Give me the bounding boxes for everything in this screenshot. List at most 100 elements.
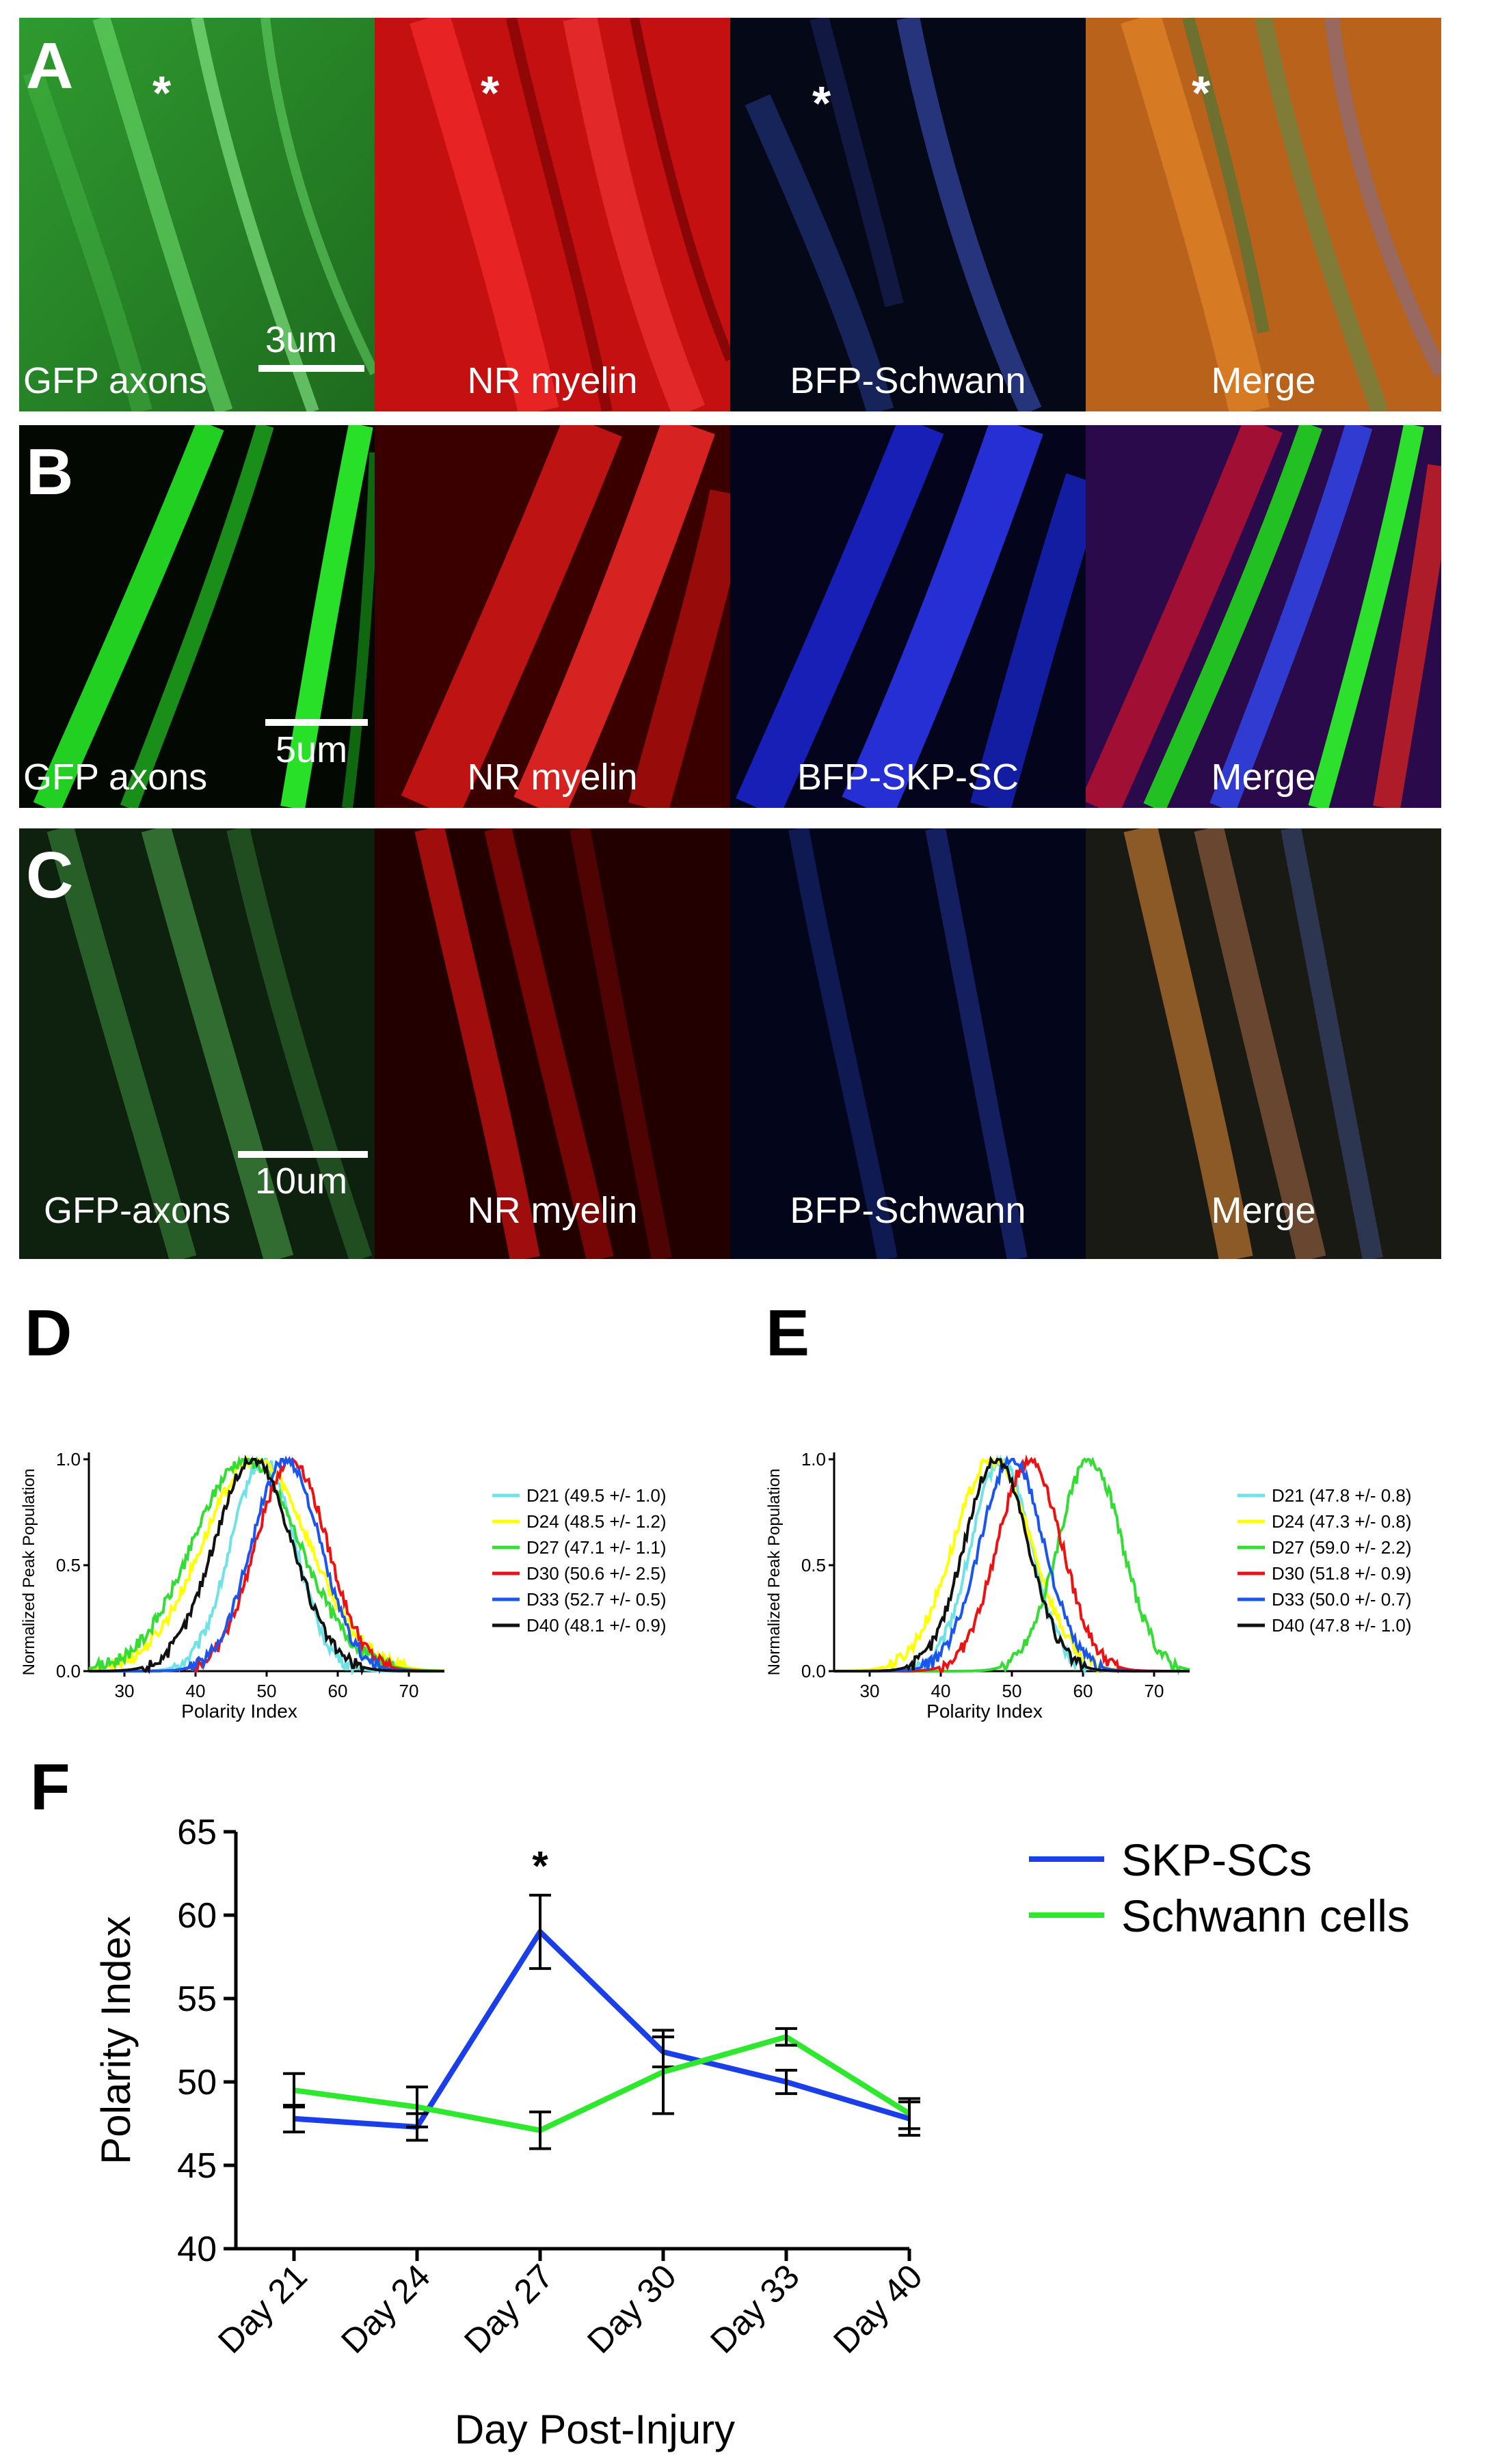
series-line — [834, 1454, 1190, 1674]
x-tick-label: 40 — [186, 1681, 206, 1701]
y-axis-label: Normalized Peak Population — [765, 1469, 784, 1676]
x-tick-label: 40 — [931, 1681, 951, 1701]
tile-label: GFP axons — [23, 360, 208, 401]
y-tick-label: 1.0 — [56, 1449, 81, 1470]
x-tick-label: Day 33 — [703, 2257, 807, 2361]
series-line — [834, 1455, 1190, 1673]
scale-bar — [258, 365, 364, 372]
panel-letter-d: D — [25, 1297, 72, 1370]
scale-label: 3um — [265, 319, 338, 360]
series-line — [293, 1929, 911, 2130]
x-tick-label: Day 30 — [580, 2257, 684, 2361]
x-tick-label: 50 — [1002, 1681, 1022, 1701]
tile-label: Merge — [1211, 757, 1316, 798]
legend-label: SKP-SCs — [1121, 1835, 1312, 1885]
x-axis-label: Polarity Index — [181, 1701, 297, 1722]
panel-letter-b: B — [26, 435, 74, 509]
x-tick-label: 70 — [1145, 1681, 1164, 1701]
tile-c-gfp: 10um GFP-axons C — [19, 828, 375, 1259]
legend-label: D21 (49.5 +/- 1.0) — [526, 1485, 667, 1506]
y-tick-label: 40 — [177, 2230, 217, 2269]
tile-b-gfp: 5um GFP axons B — [19, 425, 375, 808]
y-tick-label: 60 — [177, 1896, 217, 1936]
histogram-chart-e: 30 40 50 60 70 0.0 0.5 1.0 Polarity Index Normali… — [759, 1408, 1484, 1736]
x-tick-label: Day 27 — [457, 2257, 561, 2361]
asterisk-marker: * — [812, 77, 831, 130]
histogram-chart-d: 30 40 50 60 70 0.0 0.5 1.0 Polarity Index Normali… — [14, 1408, 738, 1736]
y-tick-label: 0.0 — [801, 1661, 826, 1681]
y-axis-label: Normalized Peak Population — [20, 1469, 38, 1676]
x-tick-label: Day 40 — [826, 2257, 930, 2361]
x-tick-label: 30 — [115, 1681, 135, 1701]
asterisk-marker: * — [152, 66, 172, 120]
panel-letter-a: A — [26, 29, 74, 103]
x-tick-label: 50 — [257, 1681, 277, 1701]
series-line — [293, 2034, 911, 2133]
tile-label: GFP axons — [23, 757, 208, 798]
row-c: 10um GFP-axons C NR myelin BFP-Schwann M… — [19, 828, 1441, 1259]
legend-label: D33 (50.0 +/- 0.7) — [1272, 1589, 1412, 1610]
row-a: * 3um GFP axons A * NR myelin * BFP-Schw… — [19, 18, 1441, 411]
tile-label: NR myelin — [467, 360, 638, 401]
y-tick-label: 0.0 — [56, 1661, 81, 1681]
series-line — [88, 1455, 445, 1673]
x-tick-label: 60 — [1073, 1681, 1093, 1701]
significance-asterisk: * — [532, 1843, 548, 1889]
series-line — [88, 1454, 444, 1676]
x-tick-label: Day 24 — [334, 2257, 438, 2361]
y-tick-label: 0.5 — [801, 1555, 826, 1575]
y-tick-label: 1.0 — [801, 1449, 826, 1470]
scale-label: 5um — [276, 729, 348, 770]
legend-label: Schwann cells — [1121, 1891, 1410, 1941]
legend-label: D30 (51.8 +/- 0.9) — [1272, 1563, 1412, 1584]
x-axis-label: Day Post-Injury — [455, 2407, 735, 2452]
legend-label: D24 (48.5 +/- 1.2) — [526, 1511, 667, 1532]
scale-bar — [238, 1151, 368, 1158]
x-axis-label: Polarity Index — [926, 1701, 1043, 1722]
asterisk-marker: * — [481, 66, 500, 120]
tile-label: Merge — [1211, 1190, 1316, 1231]
tile-b-merge: Merge — [1086, 425, 1441, 808]
legend-label: D40 (48.1 +/- 0.9) — [526, 1615, 667, 1636]
y-tick-label: 45 — [177, 2146, 217, 2186]
legend-label: D24 (47.3 +/- 0.8) — [1272, 1511, 1412, 1532]
x-tick-label: 70 — [399, 1681, 419, 1701]
y-axis-label: Polarity Index — [93, 1916, 139, 2165]
tile-c-merge: Merge — [1086, 828, 1441, 1259]
tile-label: BFP-Schwann — [790, 1190, 1026, 1231]
tile-label: BFP-SKP-SC — [797, 757, 1019, 798]
tile-a-nr: * NR myelin — [375, 18, 730, 411]
panel-letter-f: F — [30, 1750, 70, 1824]
tile-c-bfp: BFP-Schwann — [730, 828, 1086, 1259]
panel-letter-c: C — [26, 839, 74, 912]
y-tick-label: 65 — [177, 1813, 217, 1852]
legend-label: D33 (52.7 +/- 0.5) — [526, 1589, 667, 1610]
asterisk-marker: * — [1192, 66, 1211, 120]
scale-label: 10um — [255, 1161, 348, 1202]
row-b: 5um GFP axons B NR myelin BFP-SKP-SC — [19, 425, 1441, 808]
tile-label: NR myelin — [467, 1190, 638, 1231]
scale-bar — [265, 719, 368, 726]
tile-a-bfp: * BFP-Schwann — [730, 18, 1086, 411]
legend-label: D27 (47.1 +/- 1.1) — [526, 1537, 667, 1558]
x-tick-label: 60 — [328, 1681, 348, 1701]
y-tick-label: 50 — [177, 2063, 217, 2102]
tile-label: Merge — [1211, 360, 1316, 401]
legend-label: D27 (59.0 +/- 2.2) — [1272, 1537, 1412, 1558]
tile-label: GFP-axons — [44, 1190, 231, 1231]
panel-letter-e: E — [766, 1297, 810, 1370]
tile-label: BFP-Schwann — [790, 360, 1026, 401]
y-tick-label: 0.5 — [56, 1555, 81, 1575]
legend-label: D40 (47.8 +/- 1.0) — [1272, 1615, 1412, 1636]
legend-label: D21 (47.8 +/- 0.8) — [1272, 1485, 1412, 1506]
tile-b-nr: NR myelin — [375, 425, 730, 808]
legend-label: D30 (50.6 +/- 2.5) — [526, 1563, 667, 1584]
tile-c-nr: NR myelin — [375, 828, 730, 1259]
tile-a-merge: * Merge — [1086, 18, 1441, 411]
tile-a-gfp: * 3um GFP axons A — [19, 18, 375, 411]
line-chart-f: 40 45 50 55 60 65 Day 21 Day 24 Day 27 Day 30 Day … — [0, 1784, 1485, 2461]
tile-label: NR myelin — [467, 757, 638, 798]
x-tick-label: Day 21 — [211, 2257, 315, 2361]
tile-b-bfp: BFP-SKP-SC — [730, 425, 1086, 808]
y-tick-label: 55 — [177, 1979, 217, 2019]
